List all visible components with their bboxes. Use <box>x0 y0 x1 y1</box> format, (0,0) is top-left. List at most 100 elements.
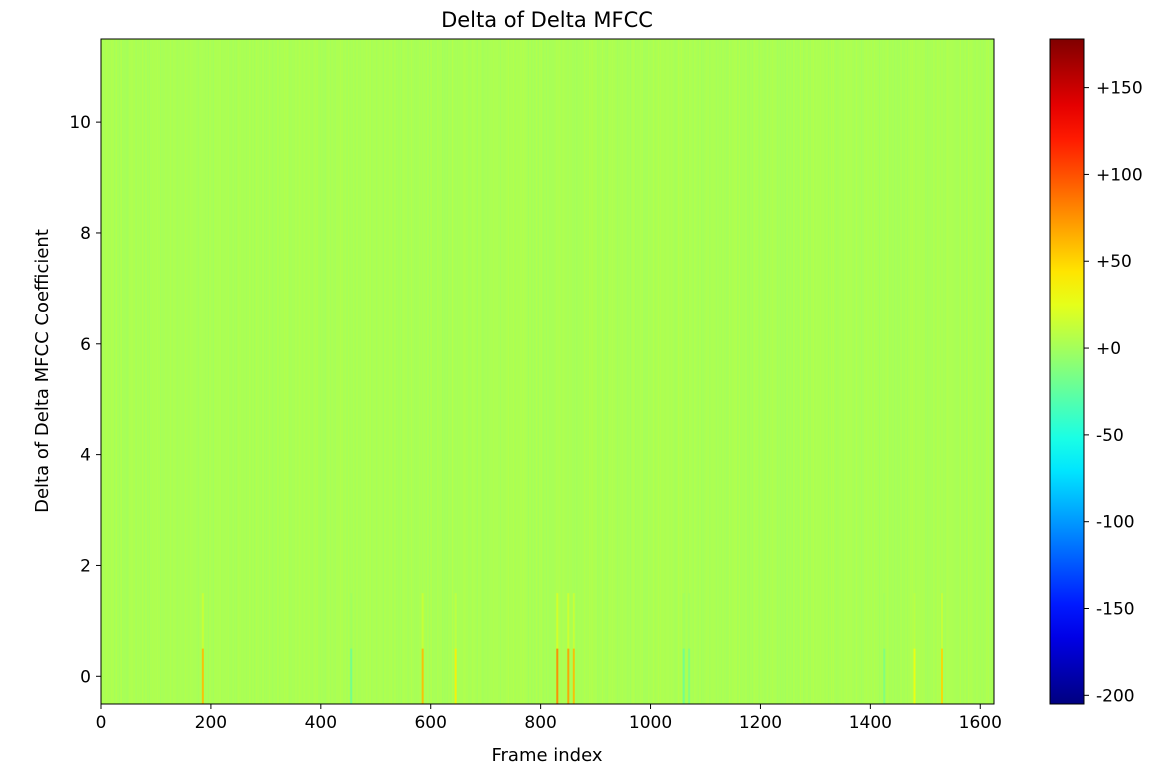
heatmap-texture-stripe <box>689 39 691 704</box>
heatmap-texture-stripe <box>697 39 699 704</box>
heatmap-texture-stripe <box>199 39 201 704</box>
heatmap-texture-stripe <box>130 39 132 704</box>
heatmap-cell <box>913 648 916 704</box>
heatmap-texture-stripe <box>671 39 673 704</box>
heatmap-texture-stripe <box>615 39 617 704</box>
heatmap-texture-stripe <box>326 39 328 704</box>
heatmap-texture-stripe <box>401 39 402 704</box>
heatmap-texture-stripe <box>824 39 826 704</box>
heatmap-texture-stripe <box>137 39 139 704</box>
heatmap-texture-stripe <box>941 39 943 704</box>
heatmap-texture-stripe <box>915 39 917 704</box>
heatmap-texture-stripe <box>117 39 119 704</box>
x-axis-label: Frame index <box>491 745 602 766</box>
heatmap-texture-stripe <box>617 39 618 704</box>
y-axis: 0 2 4 6 8 10 <box>69 113 101 687</box>
colorbar-gradient <box>1049 38 1085 705</box>
heatmap-texture-stripe <box>603 39 605 704</box>
heatmap-texture-stripe <box>209 39 211 704</box>
heatmap-texture-stripe <box>865 39 867 704</box>
heatmap-texture-stripe <box>163 39 165 704</box>
heatmap-texture-stripe <box>831 39 833 704</box>
heatmap-texture-stripe <box>392 39 394 704</box>
heatmap-texture-stripe <box>224 39 226 704</box>
heatmap-texture-stripe <box>796 39 798 704</box>
heatmap-texture-stripe <box>506 39 508 704</box>
heatmap-texture-stripe <box>875 39 877 704</box>
heatmap-texture-stripe <box>559 39 561 704</box>
heatmap-texture-stripe <box>804 39 806 704</box>
heatmap-texture-stripe <box>966 39 968 704</box>
heatmap-texture-stripe <box>463 39 465 704</box>
heatmap-texture-stripe <box>646 39 648 704</box>
heatmap-texture-stripe <box>185 39 186 704</box>
heatmap-texture-stripe <box>114 39 116 704</box>
heatmap-texture-stripe <box>158 39 160 704</box>
y-tick-label: 4 <box>80 446 91 466</box>
heatmap-texture-stripe <box>396 39 397 704</box>
heatmap-texture-stripe <box>213 39 214 704</box>
heatmap-texture-stripe <box>946 39 948 704</box>
heatmap-texture-stripe <box>974 39 976 704</box>
heatmap-texture-stripe <box>897 39 899 704</box>
heatmap-texture-stripe <box>399 39 401 704</box>
heatmap-texture-stripe <box>166 39 168 704</box>
heatmap-texture-stripe <box>732 39 734 704</box>
heatmap-texture-stripe <box>145 39 147 704</box>
heatmap-texture-stripe <box>816 39 818 704</box>
heatmap-texture-stripe <box>740 39 742 704</box>
heatmap-cell <box>350 593 353 649</box>
heatmap-texture-stripe <box>222 39 224 704</box>
heatmap-texture-stripe <box>727 39 729 704</box>
heatmap-texture-stripe <box>814 39 816 704</box>
heatmap-texture-stripe <box>717 39 719 704</box>
heatmap-cell <box>454 593 457 649</box>
heatmap-texture-stripe <box>953 39 955 704</box>
heatmap-texture-stripe <box>913 39 915 704</box>
heatmap-texture-stripe <box>663 39 665 704</box>
heatmap-texture-stripe <box>580 39 582 704</box>
heatmap-texture-stripe <box>829 39 831 704</box>
heatmap-texture-stripe <box>442 39 444 704</box>
heatmap-texture-stripe <box>476 39 478 704</box>
heatmap-cell <box>572 593 575 649</box>
heatmap-cell <box>567 648 570 704</box>
heatmap-texture-stripe <box>892 39 894 704</box>
heatmap-texture-stripe <box>208 39 209 704</box>
heatmap-texture-stripe <box>587 39 589 704</box>
heatmap-texture-stripe <box>178 39 180 704</box>
heatmap-texture-stripe <box>623 39 625 704</box>
heatmap-texture-stripe <box>747 39 749 704</box>
heatmap-texture-stripe <box>933 39 935 704</box>
heatmap-texture-stripe <box>249 39 251 704</box>
heatmap-texture-stripe <box>720 39 722 704</box>
heatmap-texture-stripe <box>379 39 381 704</box>
heatmap-texture-stripe <box>885 39 887 704</box>
heatmap-texture-stripe <box>640 39 641 704</box>
heatmap-texture-stripe <box>495 39 496 704</box>
heatmap-texture-stripe <box>842 39 844 704</box>
heatmap-texture-stripe <box>862 39 864 704</box>
heatmap-texture-stripe <box>127 39 129 704</box>
heatmap-texture-stripe <box>887 39 889 704</box>
heatmap-texture-stripe <box>786 39 788 704</box>
heatmap-texture-stripe <box>244 39 246 704</box>
heatmap-texture-stripe <box>321 39 323 704</box>
heatmap-texture-stripe <box>600 39 602 704</box>
heatmap-texture-stripe <box>358 39 360 704</box>
heatmap-texture-stripe <box>803 39 805 704</box>
colorbar-tick-label: -100 <box>1096 513 1135 533</box>
heatmap-cell <box>421 593 424 649</box>
heatmap-texture-stripe <box>567 39 569 704</box>
heatmap-texture-stripe <box>628 39 630 704</box>
heatmap-texture-stripe <box>605 39 607 704</box>
heatmap-texture-stripe <box>801 39 803 704</box>
chart-title: Delta of Delta MFCC <box>441 8 653 32</box>
heatmap-texture-stripe <box>180 39 181 704</box>
heatmap-texture-stripe <box>429 39 430 704</box>
heatmap-texture-stripe <box>277 39 279 704</box>
heatmap-texture-stripe <box>511 39 513 704</box>
heatmap-texture-stripe <box>562 39 564 704</box>
heatmap-texture-stripe <box>745 39 747 704</box>
heatmap-texture-stripe <box>373 39 374 704</box>
